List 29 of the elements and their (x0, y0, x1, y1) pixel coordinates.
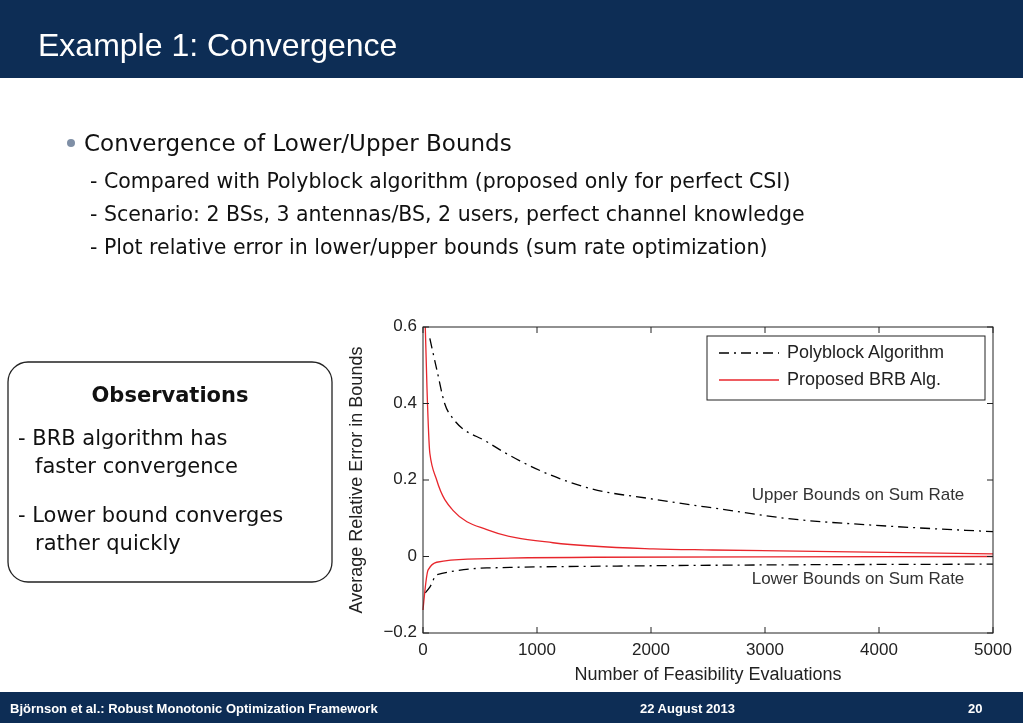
x-tick-label: 1000 (518, 640, 556, 659)
x-tick-label: 4000 (860, 640, 898, 659)
text: - Scenario: 2 BSs, 3 antennas/BS, 2 users, perfect channel knowledge (90, 202, 805, 226)
text: Observations (91, 383, 249, 407)
chart-title: Example 1: Convergence (38, 27, 398, 63)
text: Björnson et al.: Robust Monotonic Optimization Framework (10, 701, 379, 716)
x-tick-label: 3000 (746, 640, 784, 659)
annotation: Upper Bounds on Sum Rate (751, 485, 965, 505)
y-tick-label: 0 (407, 545, 417, 565)
text: - Compared with Polyblock algorithm (proposed only for perfect CSI) (90, 169, 791, 193)
y-axis-title: Average Relative Error in Bounds (346, 346, 366, 614)
x-tick-label: 5000 (974, 640, 1012, 659)
y-tick-label: 0.4 (393, 392, 417, 412)
legend-label: Proposed BRB Alg. (787, 368, 942, 389)
legend-label: Polyblock Algorithm (787, 341, 945, 362)
x-axis-title: Number of Feasibility Evaluations (574, 664, 842, 684)
y-tick-label: 0.6 (393, 316, 417, 336)
chart-subtitle: Convergence of Lower/Upper Bounds (84, 130, 512, 156)
text: - Lower bound converges rather quickly (18, 503, 284, 555)
annotation: Lower Bounds on Sum Rate (751, 569, 965, 589)
text: 20 (968, 701, 983, 716)
text: - BRB algorithm has faster convergence (18, 426, 239, 478)
x-tick-label: 2000 (632, 640, 670, 659)
y-tick-label: −0.2 (383, 622, 417, 642)
text: 22 August 2013 (640, 701, 735, 716)
line-series (429, 337, 994, 533)
line-series (424, 563, 994, 594)
text: - Plot relative error in lower/upper bounds (sum rate optimization) (90, 235, 768, 259)
y-tick-label: 0.2 (393, 469, 417, 489)
